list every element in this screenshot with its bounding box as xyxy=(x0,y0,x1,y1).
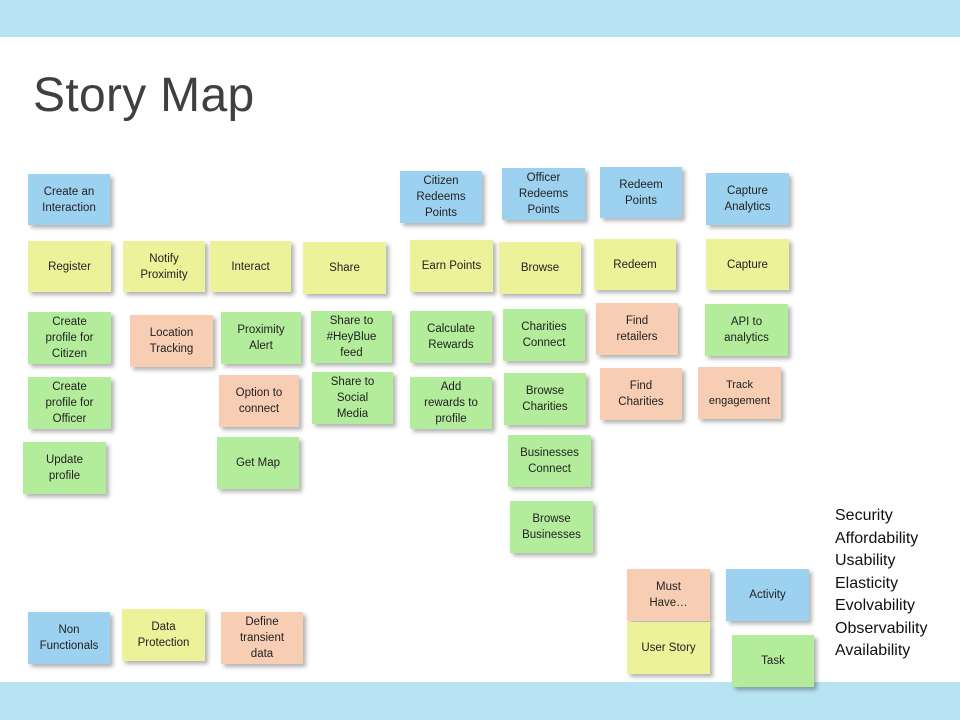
note-api-analytics[interactable]: API to analytics xyxy=(705,304,788,356)
note-add-rewards-profile[interactable]: Add rewards to profile xyxy=(410,377,492,429)
note-notify-proximity[interactable]: Notify Proximity xyxy=(123,241,205,292)
nfr-item: Availability xyxy=(835,642,911,659)
note-track-engagement[interactable]: Track engagement xyxy=(698,367,781,419)
note-browse[interactable]: Browse xyxy=(499,242,581,294)
note-businesses-connect[interactable]: Businesses Connect xyxy=(508,435,591,487)
header-band xyxy=(0,0,960,37)
slide-title: Story Map xyxy=(33,69,255,122)
note-register[interactable]: Register xyxy=(28,241,111,292)
note-proximity-alert[interactable]: Proximity Alert xyxy=(221,312,301,364)
note-update-profile[interactable]: Update profile xyxy=(23,442,106,494)
note-earn-points[interactable]: Earn Points xyxy=(410,240,493,292)
nfr-item: Observability xyxy=(835,619,928,637)
note-create-interaction[interactable]: Create an Interaction xyxy=(28,174,110,225)
note-get-map[interactable]: Get Map xyxy=(217,437,299,489)
legend-task: Task xyxy=(732,635,814,687)
note-share-heyblue[interactable]: Share to #HeyBlue feed xyxy=(311,311,392,363)
note-officer-redeems-points[interactable]: Officer Redeems Points xyxy=(502,168,585,220)
nfr-item: Affordability xyxy=(835,529,919,547)
legend-must-have: Must Have… xyxy=(627,569,710,621)
note-create-profile-officer[interactable]: Create profile for Officer xyxy=(28,377,111,429)
note-share-social-media[interactable]: Share to Social Media xyxy=(312,372,393,424)
note-create-profile-citizen[interactable]: Create profile for Citizen xyxy=(28,312,111,364)
note-data-protection[interactable]: Data Protection xyxy=(122,609,205,661)
note-location-tracking[interactable]: Location Tracking xyxy=(130,315,213,367)
note-redeem[interactable]: Redeem xyxy=(594,239,676,290)
note-find-retailers[interactable]: Find retailers xyxy=(596,303,678,355)
note-non-functionals[interactable]: Non Functionals xyxy=(28,612,110,664)
note-citizen-redeems-points[interactable]: Citizen Redeems Points xyxy=(400,171,482,223)
note-share[interactable]: Share xyxy=(303,242,386,294)
note-browse-charities[interactable]: Browse Charities xyxy=(504,373,586,425)
note-option-to-connect[interactable]: Option to connect xyxy=(219,375,299,427)
note-redeem-points[interactable]: Redeem Points xyxy=(600,167,682,218)
nfr-item: Security xyxy=(835,507,893,524)
footer-band xyxy=(0,682,960,720)
note-find-charities[interactable]: Find Charities xyxy=(600,368,682,420)
nfr-item: Evolvability xyxy=(835,597,916,614)
legend-user-story: User Story xyxy=(627,622,710,674)
note-capture[interactable]: Capture xyxy=(706,239,789,290)
note-define-transient-data[interactable]: Define transient data xyxy=(221,612,303,664)
note-capture-analytics[interactable]: Capture Analytics xyxy=(706,173,789,225)
nfr-item: Elasticity xyxy=(835,574,899,592)
nfr-item: Usability xyxy=(835,552,896,569)
legend-activity: Activity xyxy=(726,569,809,621)
non-functionals-list: Security Affordability Usability Elastic… xyxy=(835,505,927,663)
note-interact[interactable]: Interact xyxy=(210,241,291,292)
note-charities-connect[interactable]: Charities Connect xyxy=(503,309,585,361)
note-calculate-rewards[interactable]: Calculate Rewards xyxy=(410,311,492,363)
note-browse-businesses[interactable]: Browse Businesses xyxy=(510,501,593,553)
